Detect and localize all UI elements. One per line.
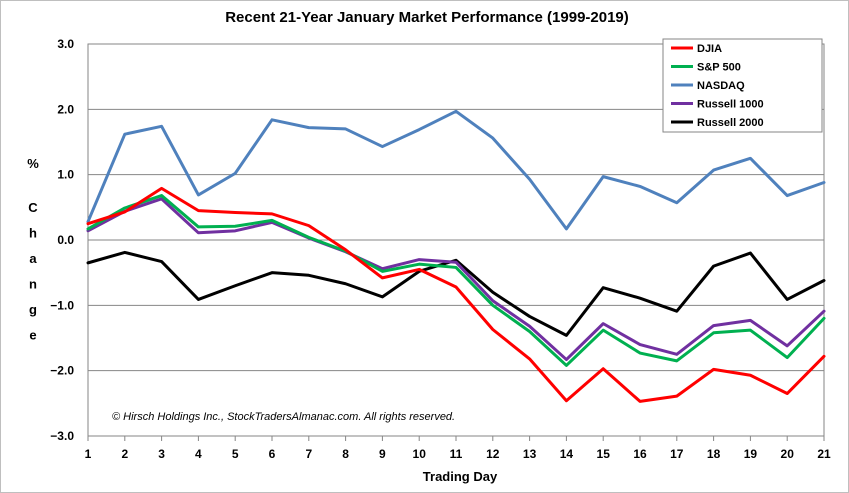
y-axis-ticks: 3.0 2.0 1.0 0.0 −1.0 −2.0 −3.0 bbox=[50, 37, 74, 443]
x-tick-label: 17 bbox=[670, 447, 684, 461]
series-line-s-p-500 bbox=[86, 194, 826, 367]
y-tick-label: 3.0 bbox=[57, 37, 74, 51]
x-tick-label: 21 bbox=[817, 447, 831, 461]
y-label-char: n bbox=[29, 277, 37, 292]
legend: DJIA S&P 500 NASDAQ Russell 1000 Russell 200… bbox=[662, 38, 823, 133]
series-line-russell-2000 bbox=[86, 250, 826, 337]
y-tick-label: −2.0 bbox=[50, 364, 74, 378]
x-tick-label: 19 bbox=[744, 447, 758, 461]
x-tick-label: 15 bbox=[597, 447, 611, 461]
x-tick-label: 14 bbox=[560, 447, 574, 461]
gridlines bbox=[88, 43, 824, 437]
x-tick-label: 8 bbox=[342, 447, 349, 461]
y-label-char: e bbox=[29, 328, 36, 343]
series-line-russell-1000 bbox=[86, 197, 826, 362]
x-tick-label: 4 bbox=[195, 447, 202, 461]
legend-label: Russell 2000 bbox=[697, 117, 764, 129]
x-tick-label: 1 bbox=[85, 447, 92, 461]
y-label-char: a bbox=[29, 251, 37, 266]
copyright-annotation: © Hirsch Holdings Inc., StockTradersAlma… bbox=[112, 411, 455, 423]
y-tick-label: −3.0 bbox=[50, 429, 74, 443]
x-tick-label: 7 bbox=[305, 447, 312, 461]
x-tick-label: 16 bbox=[633, 447, 647, 461]
x-tick-label: 10 bbox=[413, 447, 427, 461]
chart-title: Recent 21-Year January Market Performanc… bbox=[225, 9, 629, 26]
y-label-char: h bbox=[29, 226, 37, 241]
legend-label: NASDAQ bbox=[697, 80, 745, 92]
x-tick-label: 13 bbox=[523, 447, 537, 461]
y-tick-label: −1.0 bbox=[50, 298, 74, 312]
y-tick-label: 1.0 bbox=[57, 168, 74, 182]
x-tick-label: 12 bbox=[486, 447, 500, 461]
y-tick-label: 2.0 bbox=[57, 102, 74, 116]
x-tick-label: 3 bbox=[158, 447, 165, 461]
x-axis-ticks: 1 2 3 4 5 6 7 8 9 10 11 12 13 14 15 16 17 18 19 20 21 bbox=[85, 436, 831, 461]
y-label-char: % bbox=[27, 156, 39, 171]
x-tick-label: 11 bbox=[450, 447, 463, 461]
series-line-nasdaq bbox=[86, 109, 826, 231]
y-label-char: C bbox=[28, 200, 38, 215]
y-tick-label: 0.0 bbox=[57, 233, 74, 247]
x-tick-label: 20 bbox=[781, 447, 795, 461]
y-label-char: g bbox=[29, 302, 37, 317]
x-tick-label: 6 bbox=[269, 447, 276, 461]
x-tick-label: 18 bbox=[707, 447, 721, 461]
legend-label: S&P 500 bbox=[697, 62, 741, 74]
legend-label: DJIA bbox=[697, 43, 722, 55]
legend-label: Russell 1000 bbox=[697, 99, 764, 111]
series-line-djia bbox=[86, 186, 826, 403]
x-tick-label: 2 bbox=[121, 447, 128, 461]
x-tick-label: 5 bbox=[232, 447, 239, 461]
x-axis-title: Trading Day bbox=[423, 469, 498, 484]
series-lines bbox=[86, 109, 826, 403]
x-tick-label: 9 bbox=[379, 447, 386, 461]
